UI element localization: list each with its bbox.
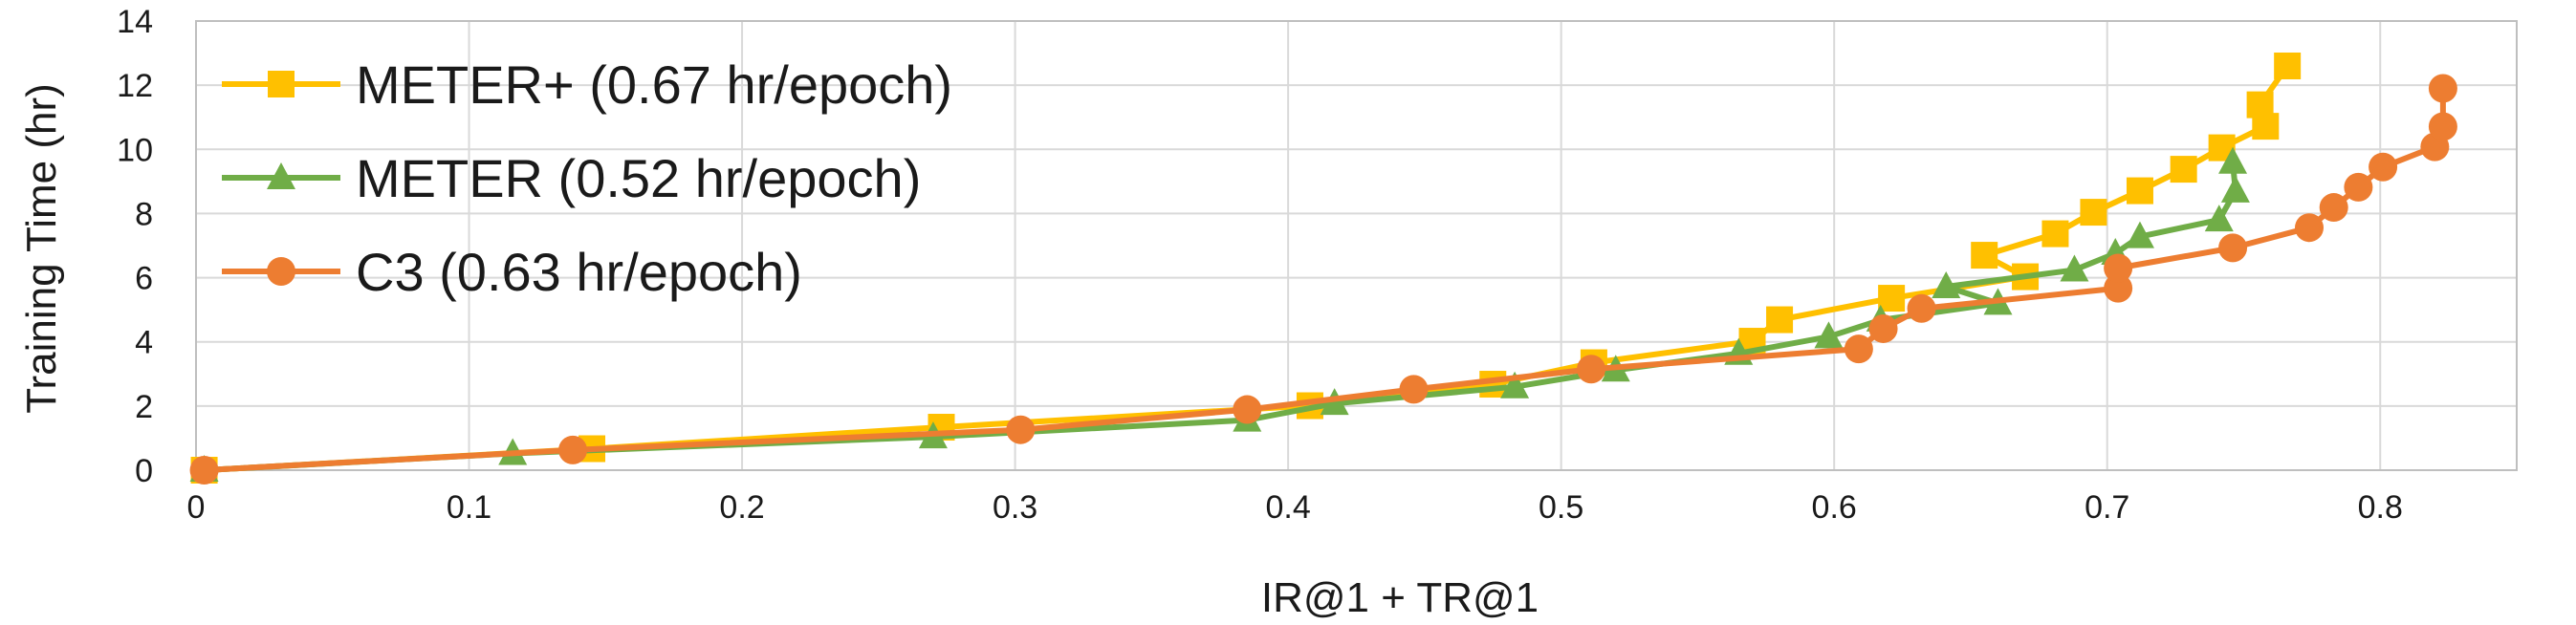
data-point-square: [1971, 242, 1998, 269]
data-point-circle: [2344, 172, 2373, 202]
legend-label: METER (0.52 hr/epoch): [356, 148, 921, 208]
legend-marker: [267, 162, 295, 189]
data-point-circle: [1844, 334, 1873, 364]
data-point-circle: [1907, 293, 1936, 323]
y-axis-label: Training Time (hr): [18, 83, 65, 414]
x-tick-label: 0.5: [1539, 489, 1583, 526]
data-point-circle: [1233, 395, 1262, 424]
x-axis-label: IR@1 + TR@1: [1261, 574, 1539, 621]
series-line: [204, 162, 2238, 473]
series-layer: [189, 53, 2457, 485]
data-point-circle: [2294, 213, 2324, 243]
data-point-circle: [2104, 273, 2133, 303]
data-point-circle: [1399, 375, 1429, 404]
legend-item: METER (0.52 hr/epoch): [222, 148, 921, 208]
data-point-triangle: [2060, 254, 2089, 282]
legend: METER+ (0.67 hr/epoch) METER (0.52 hr/epo…: [222, 54, 952, 302]
data-point-triangle: [2220, 175, 2250, 203]
y-tick-label: 8: [135, 196, 153, 232]
y-axis-ticks: 0 2 4 6 8 10 12 14: [117, 4, 153, 489]
data-point-triangle: [1500, 371, 1530, 399]
data-point-circle: [1868, 313, 1898, 343]
data-point-triangle: [1814, 321, 1844, 349]
x-tick-label: 0.4: [1265, 489, 1310, 526]
data-point-circle: [189, 456, 219, 485]
y-tick-label: 0: [135, 453, 153, 489]
data-point-triangle: [1932, 270, 1961, 298]
x-tick-label: 0.7: [2085, 489, 2129, 526]
data-point-circle: [2319, 193, 2348, 223]
y-tick-label: 6: [135, 261, 153, 297]
legend-label: METER+ (0.67 hr/epoch): [356, 54, 952, 115]
y-tick-label: 14: [117, 4, 153, 40]
y-tick-label: 10: [117, 132, 153, 168]
y-tick-label: 2: [135, 389, 153, 425]
data-point-circle: [1006, 415, 1036, 444]
legend-item: METER+ (0.67 hr/epoch): [222, 54, 952, 115]
legend-item: C3 (0.63 hr/epoch): [222, 242, 802, 302]
x-tick-label: 0.3: [993, 489, 1037, 526]
y-tick-label: 12: [117, 68, 153, 104]
data-point-square: [2274, 53, 2302, 79]
data-point-square: [2080, 199, 2107, 226]
data-point-square: [2170, 156, 2197, 183]
data-point-triangle: [2218, 146, 2248, 174]
data-point-triangle: [2204, 205, 2234, 232]
data-point-circle: [1577, 355, 1606, 384]
data-point-square: [2246, 91, 2274, 119]
x-axis-ticks: 0 0.1 0.2 0.3 0.4 0.5 0.6 0.7 0.8: [187, 489, 2403, 526]
data-point-square: [2041, 220, 2069, 248]
x-tick-label: 0: [187, 489, 206, 526]
data-point-circle: [2218, 233, 2248, 263]
series-circle: [189, 74, 2457, 485]
data-point-square: [1766, 306, 1794, 334]
x-tick-label: 0.2: [719, 489, 764, 526]
legend-marker: [267, 257, 295, 286]
x-tick-label: 0.1: [447, 489, 491, 526]
data-point-circle: [2104, 253, 2133, 283]
x-tick-label: 0.8: [2358, 489, 2403, 526]
data-point-circle: [2369, 152, 2398, 182]
y-tick-label: 4: [135, 325, 153, 361]
x-tick-label: 0.6: [1812, 489, 1857, 526]
data-point-square: [1878, 285, 1906, 312]
data-point-square: [2126, 177, 2153, 205]
data-point-triangle: [2125, 221, 2154, 248]
data-point-circle: [558, 435, 588, 464]
legend-label: C3 (0.63 hr/epoch): [356, 242, 802, 302]
data-point-circle: [2428, 112, 2457, 141]
plot-area-frame: [195, 20, 2518, 471]
data-point-circle: [2428, 74, 2457, 103]
legend-marker: [268, 71, 295, 97]
